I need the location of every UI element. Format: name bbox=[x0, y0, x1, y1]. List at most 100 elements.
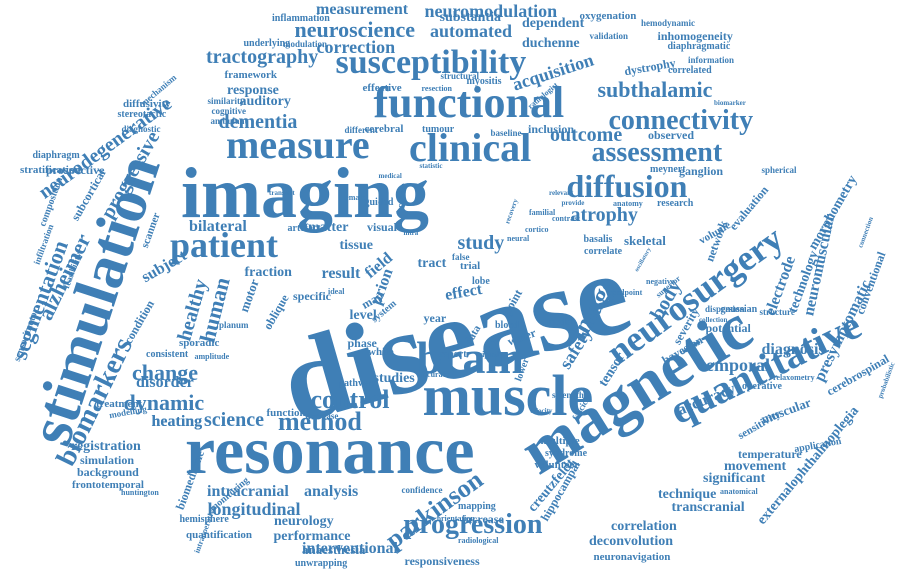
word-tissue: tissue bbox=[339, 238, 373, 253]
word-functional: functional bbox=[373, 78, 565, 127]
word-tractography: tractography bbox=[206, 46, 319, 68]
word-studies: studies bbox=[373, 371, 415, 386]
word-hemodynamic: hemodynamic bbox=[641, 17, 695, 28]
word-strength: strength bbox=[552, 389, 584, 400]
word-year: year bbox=[423, 311, 447, 325]
word-cognitive: cognitive bbox=[211, 105, 247, 116]
word-clinical: clinical bbox=[409, 125, 532, 170]
word-connection: connection bbox=[856, 215, 875, 249]
word-syndrome: syndrome bbox=[545, 448, 588, 459]
word-recovery: recovery bbox=[503, 197, 520, 225]
word-significant: significant bbox=[703, 471, 766, 486]
word-disorder: disorder bbox=[136, 374, 194, 391]
word-relevant: relevant bbox=[549, 188, 574, 197]
word-change: change bbox=[132, 360, 198, 385]
word-inhomogeneity: inhomogeneity bbox=[657, 29, 733, 43]
word-different: different bbox=[344, 124, 378, 135]
word-treatment: treatment bbox=[96, 397, 143, 410]
word-diaphragmatic: diaphragmatic bbox=[667, 41, 731, 52]
word-resection: resection bbox=[421, 84, 453, 93]
word-fraction: fraction bbox=[244, 265, 292, 280]
word-tract: tract bbox=[417, 256, 447, 271]
word-report: report bbox=[439, 349, 467, 360]
word-meynert: meynert bbox=[650, 164, 686, 175]
word-correlate: correlate bbox=[584, 246, 623, 257]
word-collection: collection bbox=[699, 315, 728, 324]
word-baseline: baseline bbox=[490, 127, 522, 138]
word-neurology: neurology bbox=[274, 514, 334, 529]
word-lobe: lobe bbox=[472, 276, 490, 287]
word-correlated: correlated bbox=[668, 65, 712, 76]
word-endpoint: endpoint bbox=[612, 288, 643, 297]
word-white: white bbox=[368, 345, 394, 358]
word-study: study bbox=[457, 232, 505, 254]
word-blood: blood bbox=[495, 320, 519, 331]
word-gaussian: gaussian bbox=[720, 304, 758, 315]
word-guided: guided bbox=[364, 197, 394, 208]
word-visual: visual bbox=[367, 220, 398, 234]
word-similarity: similarity bbox=[207, 95, 245, 106]
word-auditory: auditory bbox=[239, 94, 291, 109]
word-technique: technique bbox=[658, 487, 717, 502]
word-diaphragm: diaphragm bbox=[32, 150, 80, 161]
word-duchenne: duchenne bbox=[522, 36, 580, 51]
word-interventional: interventional bbox=[302, 540, 398, 557]
word-background: background bbox=[77, 465, 139, 479]
word-accurate: accurate bbox=[419, 370, 449, 379]
word-stereotactic: stereotactic bbox=[117, 109, 167, 120]
word-patient: patient bbox=[170, 225, 278, 265]
word-medical: medical bbox=[378, 171, 402, 180]
word-anatomy: anatomy bbox=[613, 199, 643, 208]
word-deconvolution: deconvolution bbox=[589, 534, 674, 549]
word-correction: correction bbox=[316, 37, 396, 57]
word-contrast: contrast bbox=[552, 214, 580, 223]
word-modulation: modulation bbox=[283, 38, 328, 49]
word-research: research bbox=[657, 198, 694, 209]
word-correlation: correlation bbox=[611, 519, 677, 534]
word-diffusion: diffusion bbox=[566, 168, 688, 204]
word-radiological: radiological bbox=[458, 536, 499, 545]
word-transmit: transmit bbox=[269, 188, 295, 197]
word-assessment: assessment bbox=[591, 137, 723, 168]
word-neural: neural bbox=[507, 234, 530, 243]
word-movement: movement bbox=[724, 459, 787, 474]
word-heating: heating bbox=[151, 413, 203, 430]
word-intracranial: intracranial bbox=[207, 483, 289, 500]
word-negative: negative bbox=[646, 277, 675, 286]
word-measurement: measurement bbox=[316, 1, 409, 18]
word-specific: specific bbox=[293, 289, 331, 303]
word-dynamic: dynamic bbox=[123, 390, 205, 415]
word-decrease: decrease bbox=[305, 410, 339, 421]
word-performance: performance bbox=[273, 529, 351, 544]
word-skeletal: skeletal bbox=[624, 232, 666, 248]
word-female: female bbox=[342, 193, 366, 202]
word-function: function bbox=[266, 406, 306, 419]
word-effective: effective bbox=[362, 81, 402, 94]
word-amplitude: amplitude bbox=[194, 352, 230, 361]
word-multiple: multiple bbox=[540, 434, 580, 447]
word-increase: increase bbox=[462, 512, 504, 526]
word-method: method bbox=[278, 407, 362, 436]
word-consistent: consistent bbox=[146, 349, 189, 360]
word-responsiveness: responsiveness bbox=[404, 554, 480, 568]
word-quantification: quantification bbox=[186, 528, 253, 541]
word-anatomical: anatomical bbox=[720, 487, 758, 496]
word-orientation: orientation bbox=[437, 514, 475, 523]
word-dementia: dementia bbox=[218, 111, 298, 133]
word-validation: validation bbox=[589, 30, 629, 41]
word-neuronavigation: neuronavigation bbox=[593, 550, 671, 563]
word-registration: registration bbox=[71, 439, 141, 454]
word-huntington: huntington bbox=[121, 488, 159, 497]
word-susceptibility: susceptibility bbox=[335, 44, 527, 81]
word-ganglion: ganglion bbox=[679, 164, 724, 178]
word-velocity: velocity bbox=[529, 406, 553, 415]
word-substantia: substantia bbox=[439, 10, 501, 25]
word-matter: matter bbox=[308, 220, 349, 235]
word-phase: phase bbox=[347, 336, 377, 350]
word-transcranial: transcranial bbox=[671, 500, 745, 515]
word-motor: motor bbox=[236, 276, 262, 314]
word-operative: operative bbox=[742, 381, 782, 392]
word-dependent: dependent bbox=[522, 16, 585, 31]
word-oscillatory: oscillatory bbox=[633, 246, 653, 274]
word-biomarker: biomarker bbox=[714, 98, 746, 107]
